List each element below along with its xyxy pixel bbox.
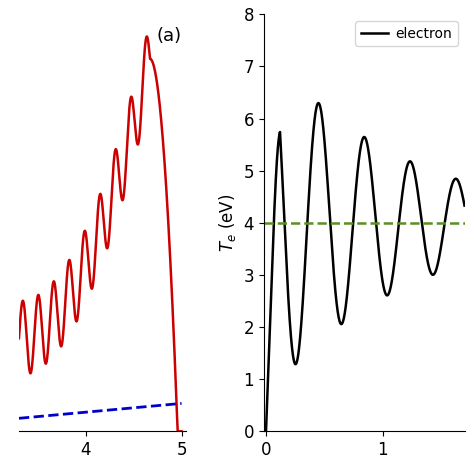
Line: electron: electron	[266, 103, 465, 431]
electron	[316, 100, 321, 106]
electron	[263, 428, 269, 434]
Y-axis label: $T_e$ (eV): $T_e$ (eV)	[217, 194, 238, 252]
electron	[411, 168, 417, 173]
electron	[392, 254, 398, 260]
electron	[299, 310, 305, 315]
Text: (a): (a)	[156, 27, 182, 45]
electron	[427, 265, 432, 271]
electron	[382, 290, 388, 295]
Legend: electron: electron	[355, 21, 457, 46]
electron	[462, 203, 467, 209]
electron	[339, 321, 345, 327]
